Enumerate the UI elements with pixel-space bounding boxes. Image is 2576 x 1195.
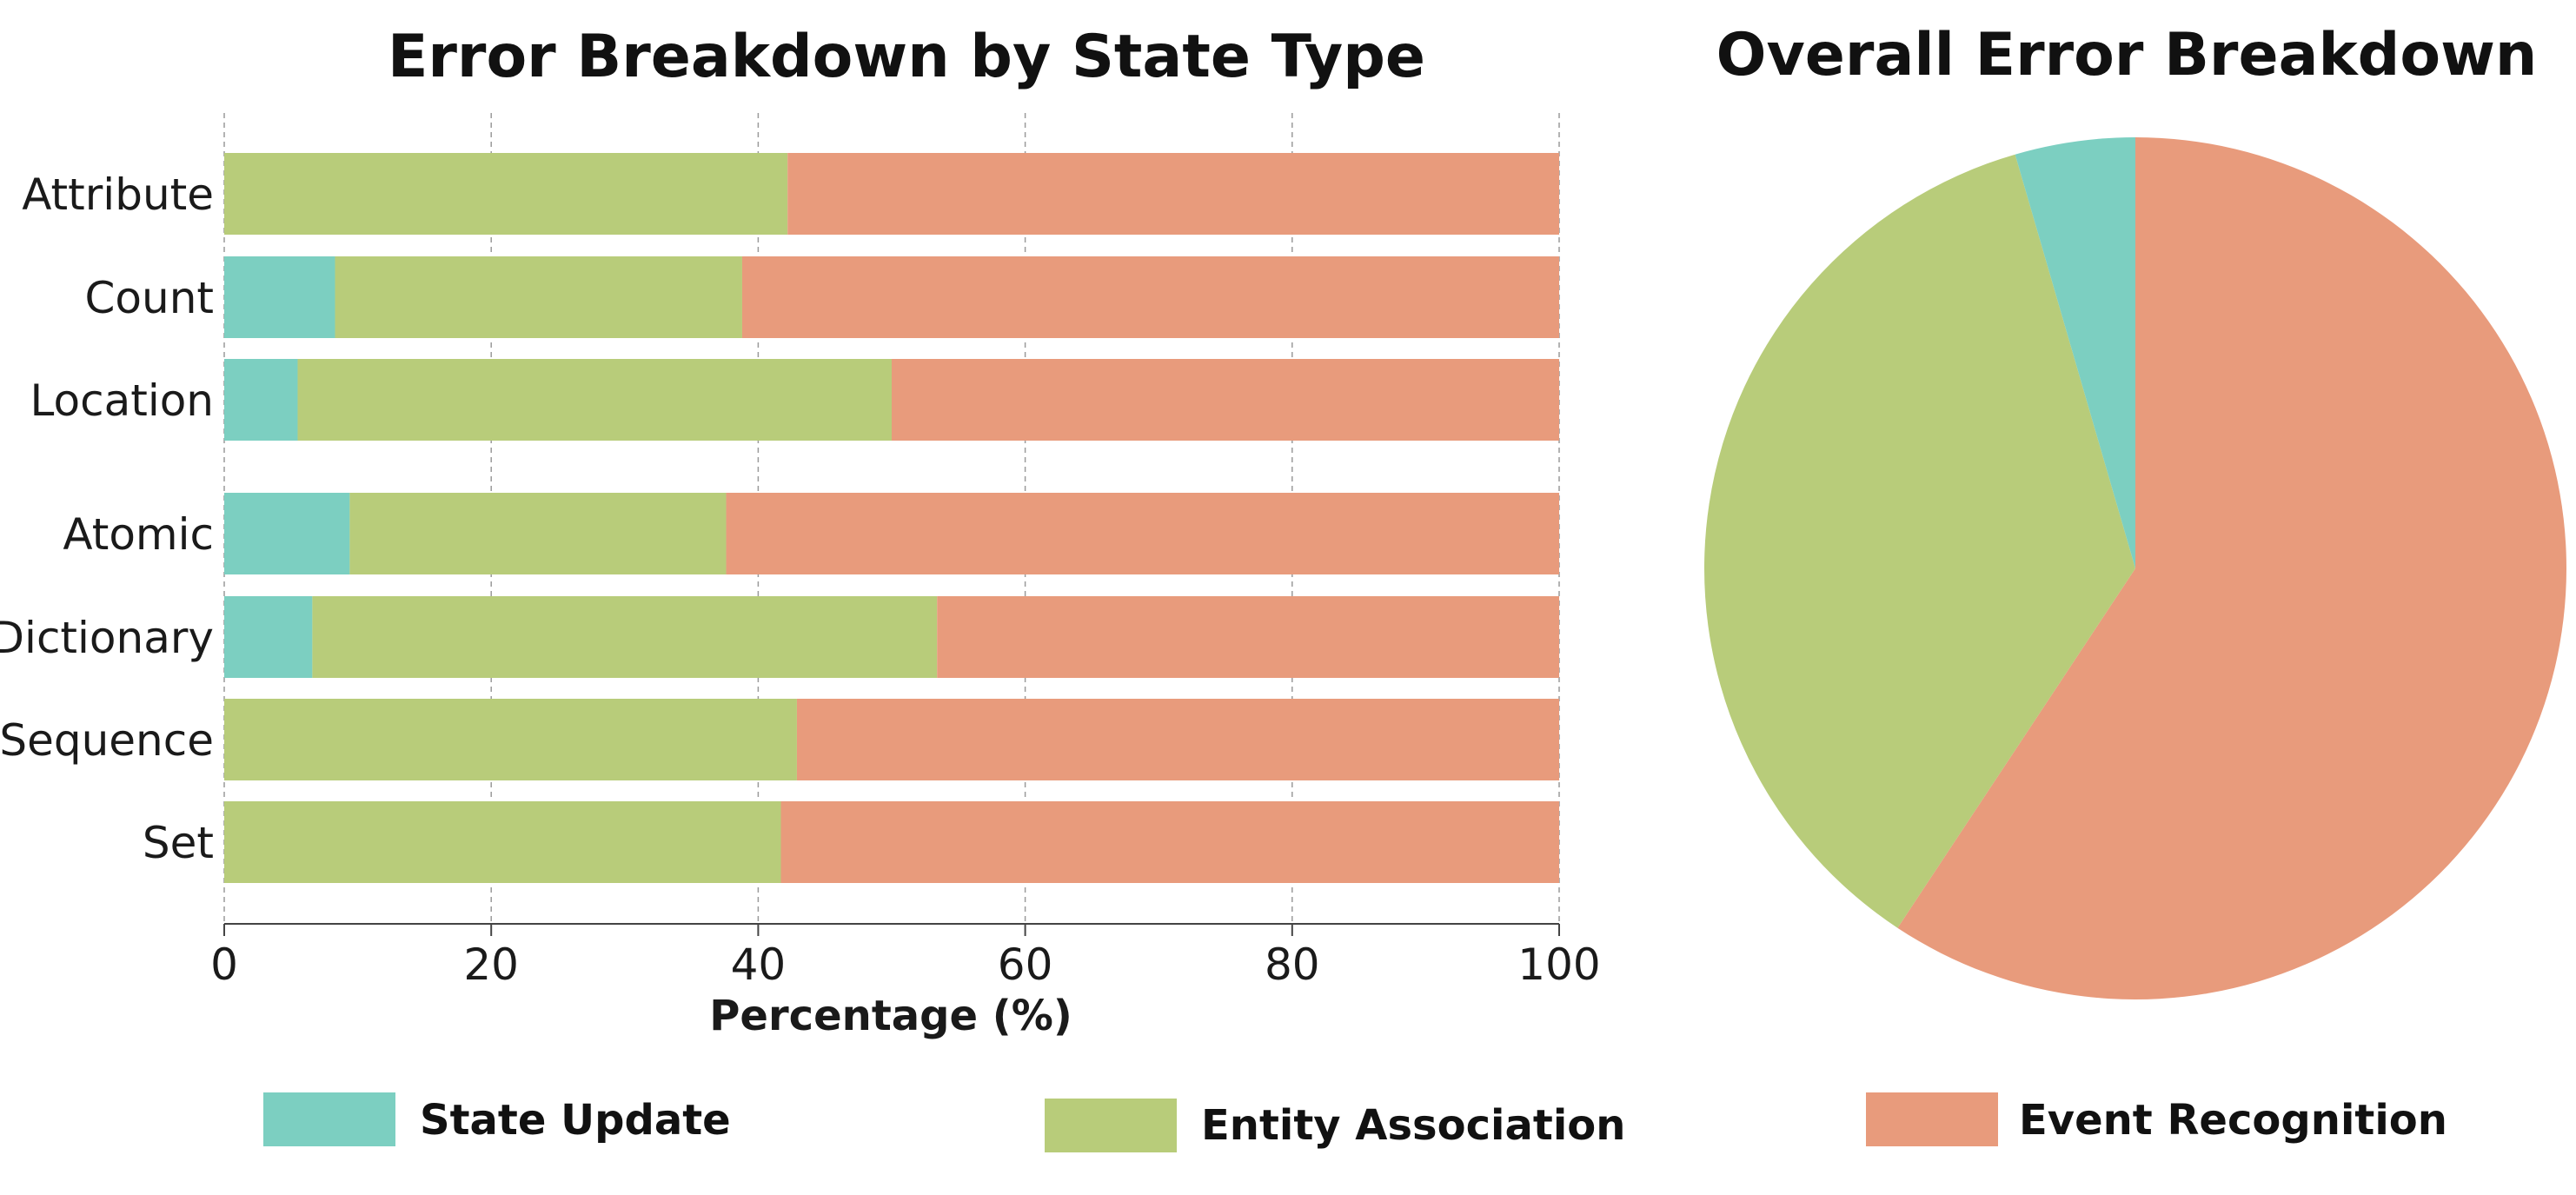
bar-count-entity-association	[335, 256, 742, 338]
category-label-atomic: Atomic	[63, 509, 214, 560]
x-tick-label-0: 0	[210, 939, 238, 990]
bar-set-event-recognition	[780, 801, 1559, 883]
bar-attribute-entity-association	[224, 153, 788, 235]
x-tick-label-20: 20	[463, 939, 519, 990]
category-label-location: Location	[30, 375, 214, 426]
bar-sequence-event-recognition	[796, 699, 1559, 780]
legend-item-entity-association: Entity Association	[1045, 1099, 1625, 1152]
bar-dictionary-state-update	[224, 596, 313, 678]
bar-location-state-update	[224, 359, 298, 441]
bar-location-event-recognition	[892, 359, 1559, 441]
pie-chart-title: Overall Error Breakdown	[1716, 21, 2538, 90]
legend-swatch-entity-association	[1045, 1099, 1177, 1152]
pie-chart: Overall Error Breakdown	[1703, 21, 2566, 999]
legend-label-event-recognition: Event Recognition	[2019, 1096, 2447, 1145]
category-label-dictionary: Dictionary	[0, 613, 214, 663]
bar-count-state-update	[224, 256, 335, 338]
x-tick-label-40: 40	[731, 939, 787, 990]
x-axis-ticks: 0 20 40 60 80 100	[210, 924, 1601, 990]
bar-count-event-recognition	[741, 256, 1559, 338]
legend-item-event-recognition: Event Recognition	[1866, 1092, 2447, 1146]
bar-attribute-event-recognition	[787, 153, 1559, 235]
x-tick-label-100: 100	[1517, 939, 1600, 990]
category-label-set: Set	[143, 818, 214, 868]
bar-dictionary-entity-association	[312, 596, 938, 678]
bar-chart-title: Error Breakdown by State Type	[388, 23, 1425, 91]
bar-chart-bars	[224, 153, 1559, 883]
bar-atomic-entity-association	[349, 493, 727, 574]
legend-swatch-state-update	[263, 1092, 395, 1146]
bar-set-entity-association	[224, 801, 781, 883]
legend-label-entity-association: Entity Association	[1201, 1101, 1625, 1150]
bar-atomic-event-recognition	[726, 493, 1559, 574]
pie-slice-entity-association	[1703, 154, 2135, 928]
x-tick-label-60: 60	[998, 939, 1053, 990]
legend: State Update Entity Association Event Re…	[263, 1092, 2447, 1152]
pie-slice-event-recognition	[1897, 137, 2566, 999]
pie-slice-state-update	[2015, 137, 2135, 568]
bar-chart-category-labels: Attribute Count Location Atomic Dictionary Se…	[0, 169, 214, 868]
category-label-count: Count	[85, 273, 215, 323]
category-label-sequence: Sequence	[0, 715, 214, 766]
bar-sequence-entity-association	[224, 699, 797, 780]
bar-location-entity-association	[297, 359, 893, 441]
pie-chart-slices	[1703, 137, 2566, 999]
x-axis-title: Percentage (%)	[709, 992, 1072, 1040]
category-label-attribute: Attribute	[22, 169, 214, 220]
bar-atomic-state-update	[224, 493, 350, 574]
x-tick-label-80: 80	[1265, 939, 1320, 990]
bar-chart: Error Breakdown by State Type Attribute C…	[0, 23, 1601, 1040]
legend-swatch-event-recognition	[1866, 1092, 1998, 1146]
bar-dictionary-event-recognition	[937, 596, 1559, 678]
legend-label-state-update: State Update	[420, 1096, 731, 1145]
legend-item-state-update: State Update	[263, 1092, 731, 1146]
